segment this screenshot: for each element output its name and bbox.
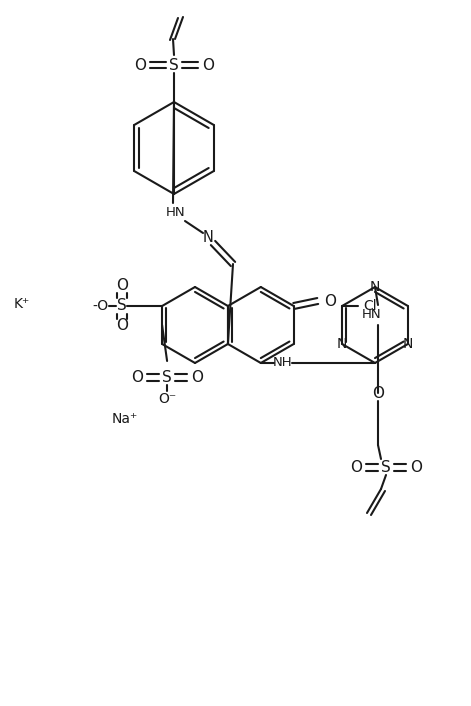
Text: -O: -O [92,299,108,313]
Text: O: O [410,460,422,474]
Text: O: O [116,318,128,333]
Text: O: O [372,385,384,400]
Text: S: S [381,460,391,474]
Text: O: O [131,369,143,385]
Text: NH: NH [273,357,292,369]
Text: K⁺: K⁺ [14,297,30,311]
Text: O: O [202,57,214,73]
Text: O: O [116,278,128,294]
Text: HN: HN [362,309,382,321]
Text: O: O [350,460,362,474]
Text: O⁻: O⁻ [158,392,176,406]
Text: O: O [324,294,336,309]
Text: N: N [403,337,413,351]
Text: N: N [337,337,347,351]
Text: N: N [203,230,213,246]
Text: HN: HN [166,206,186,220]
Text: Cl: Cl [363,299,377,313]
Text: S: S [117,299,127,313]
Text: O: O [191,369,203,385]
Text: Na⁺: Na⁺ [112,412,138,426]
Text: O: O [134,57,146,73]
Text: N: N [370,280,380,294]
Text: S: S [169,57,179,73]
Text: S: S [162,369,172,385]
